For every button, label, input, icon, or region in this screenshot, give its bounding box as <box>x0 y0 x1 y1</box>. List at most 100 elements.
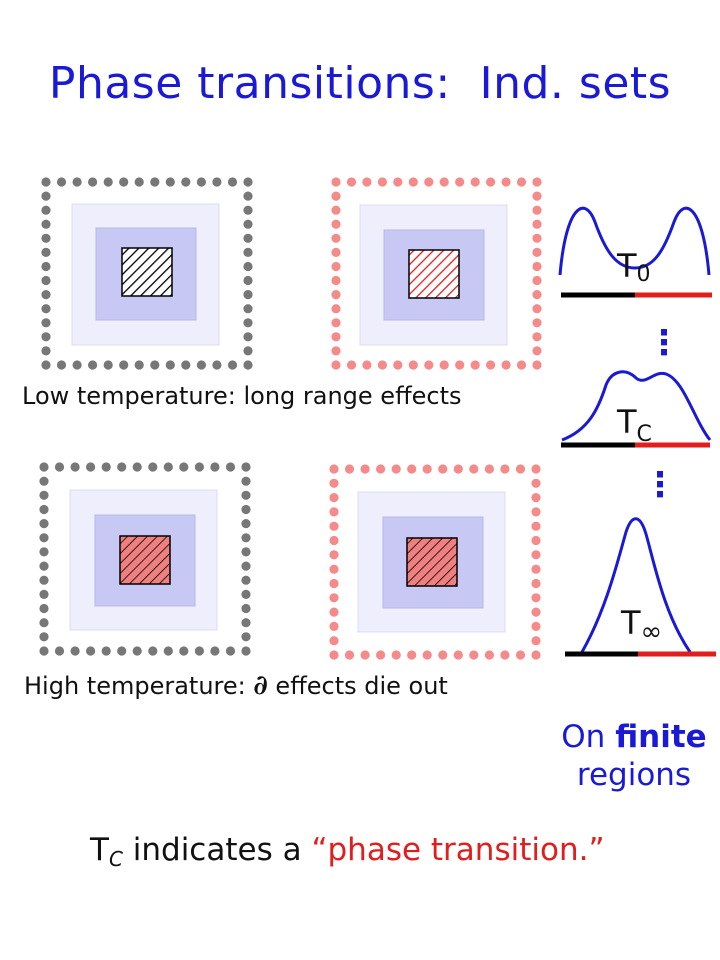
curve-t0: T0 <box>558 206 712 298</box>
boundary-dot <box>103 177 113 187</box>
boundary-dot <box>39 589 49 600</box>
boundary-dot <box>331 346 341 356</box>
boundary-dot <box>243 304 253 314</box>
boundary-dot <box>70 646 80 656</box>
boundary-dot <box>438 650 448 660</box>
boundary-dot <box>134 360 144 370</box>
boundary-dot <box>41 219 51 229</box>
boundary-dot <box>531 521 541 531</box>
boundary-dot <box>344 650 355 660</box>
boundary-dot <box>470 360 480 370</box>
boundary-dot <box>150 177 160 187</box>
boundary-dot <box>243 233 253 243</box>
footer-close-quote: ” <box>588 832 605 868</box>
boundary-dot <box>329 607 339 617</box>
boundary-dot <box>86 462 96 472</box>
boundary-dot <box>241 603 251 614</box>
boundary-dot <box>407 464 417 474</box>
boundary-dot <box>532 233 542 243</box>
boundary-dot <box>39 646 49 656</box>
boundary-dot <box>408 177 418 187</box>
boundary-dot <box>422 650 432 660</box>
boundary-dot <box>424 360 434 370</box>
center-hatched-cell <box>121 247 173 297</box>
boundary-symbol: ∂ <box>253 670 268 701</box>
boundary-dot <box>531 493 541 503</box>
boundary-dot <box>39 490 49 500</box>
boundary-dot <box>227 177 238 187</box>
boundary-dot <box>225 462 236 472</box>
boundary-dot <box>377 177 387 187</box>
boundary-dot <box>486 360 496 370</box>
boundary-dot <box>329 507 339 517</box>
boundary-dot <box>424 177 434 187</box>
boundary-dot <box>39 462 49 472</box>
ellipsis-upper: ⋮ <box>647 323 681 363</box>
boundary-dot <box>39 618 49 628</box>
boundary-dot <box>516 360 527 370</box>
boundary-dot <box>150 360 160 370</box>
boundary-dot <box>196 360 206 370</box>
boundary-dot <box>163 462 173 472</box>
boundary-dot <box>362 177 372 187</box>
boundary-dot <box>531 578 541 589</box>
boundary-dot <box>103 360 113 370</box>
boundary-dot <box>393 177 403 187</box>
boundary-dot <box>532 332 542 342</box>
high-temperature-caption: High temperature: ∂ effects die out <box>24 670 448 701</box>
boundary-dot <box>407 650 417 660</box>
boundary-dot <box>469 464 479 474</box>
curve-tc: TC <box>561 370 712 448</box>
boundary-dot <box>41 304 51 314</box>
boundary-dot <box>41 360 51 370</box>
boundary-dot <box>243 290 253 300</box>
boundary-dot <box>241 533 251 543</box>
footer-open-quote: “ <box>311 832 328 868</box>
boundary-dot <box>331 290 341 300</box>
curve-tinf: T∞ <box>565 517 716 657</box>
boundary-dot <box>243 332 253 342</box>
boundary-dot <box>212 177 222 187</box>
boundary-dot <box>331 261 341 272</box>
boundary-dot <box>331 191 341 201</box>
boundary-dot <box>439 360 449 370</box>
boundary-dot <box>329 564 339 574</box>
boundary-dot <box>532 318 542 328</box>
boundary-dot <box>41 332 51 342</box>
boundary-dot <box>72 360 82 370</box>
boundary-dot <box>41 177 51 187</box>
boundary-dot <box>531 636 541 646</box>
boundary-dot <box>531 550 541 560</box>
pink-boundary-dots <box>329 464 541 660</box>
boundary-dot <box>501 360 511 370</box>
boundary-dot <box>241 561 251 571</box>
boundary-dot <box>241 490 251 500</box>
boundary-dot <box>329 478 339 488</box>
boundary-dot <box>41 233 51 243</box>
boundary-dot <box>470 177 480 187</box>
high-temp-pink-boundary-lattice <box>329 464 541 660</box>
boundary-dot <box>532 219 542 229</box>
boundary-dot <box>88 177 98 187</box>
boundary-dot <box>181 360 191 370</box>
distribution-curve <box>558 206 711 276</box>
distribution-curve <box>580 517 692 653</box>
boundary-dot <box>227 360 238 370</box>
high-caption-end: effects die out <box>267 672 448 700</box>
boundary-dot <box>501 177 511 187</box>
boundary-dot <box>500 650 510 660</box>
boundary-dot <box>101 462 111 472</box>
boundary-dot <box>329 593 339 603</box>
boundary-dot <box>531 621 541 632</box>
boundary-dot <box>54 646 65 656</box>
boundary-dot <box>163 646 173 656</box>
low-temp-gray-boundary-lattice <box>41 177 253 370</box>
boundary-dot <box>532 247 542 257</box>
boundary-dot <box>101 646 111 656</box>
boundary-dot <box>39 603 49 614</box>
boundary-dot <box>500 464 510 474</box>
boundary-dot <box>486 177 496 187</box>
boundary-dot <box>532 346 542 356</box>
boundary-dot <box>376 650 386 660</box>
